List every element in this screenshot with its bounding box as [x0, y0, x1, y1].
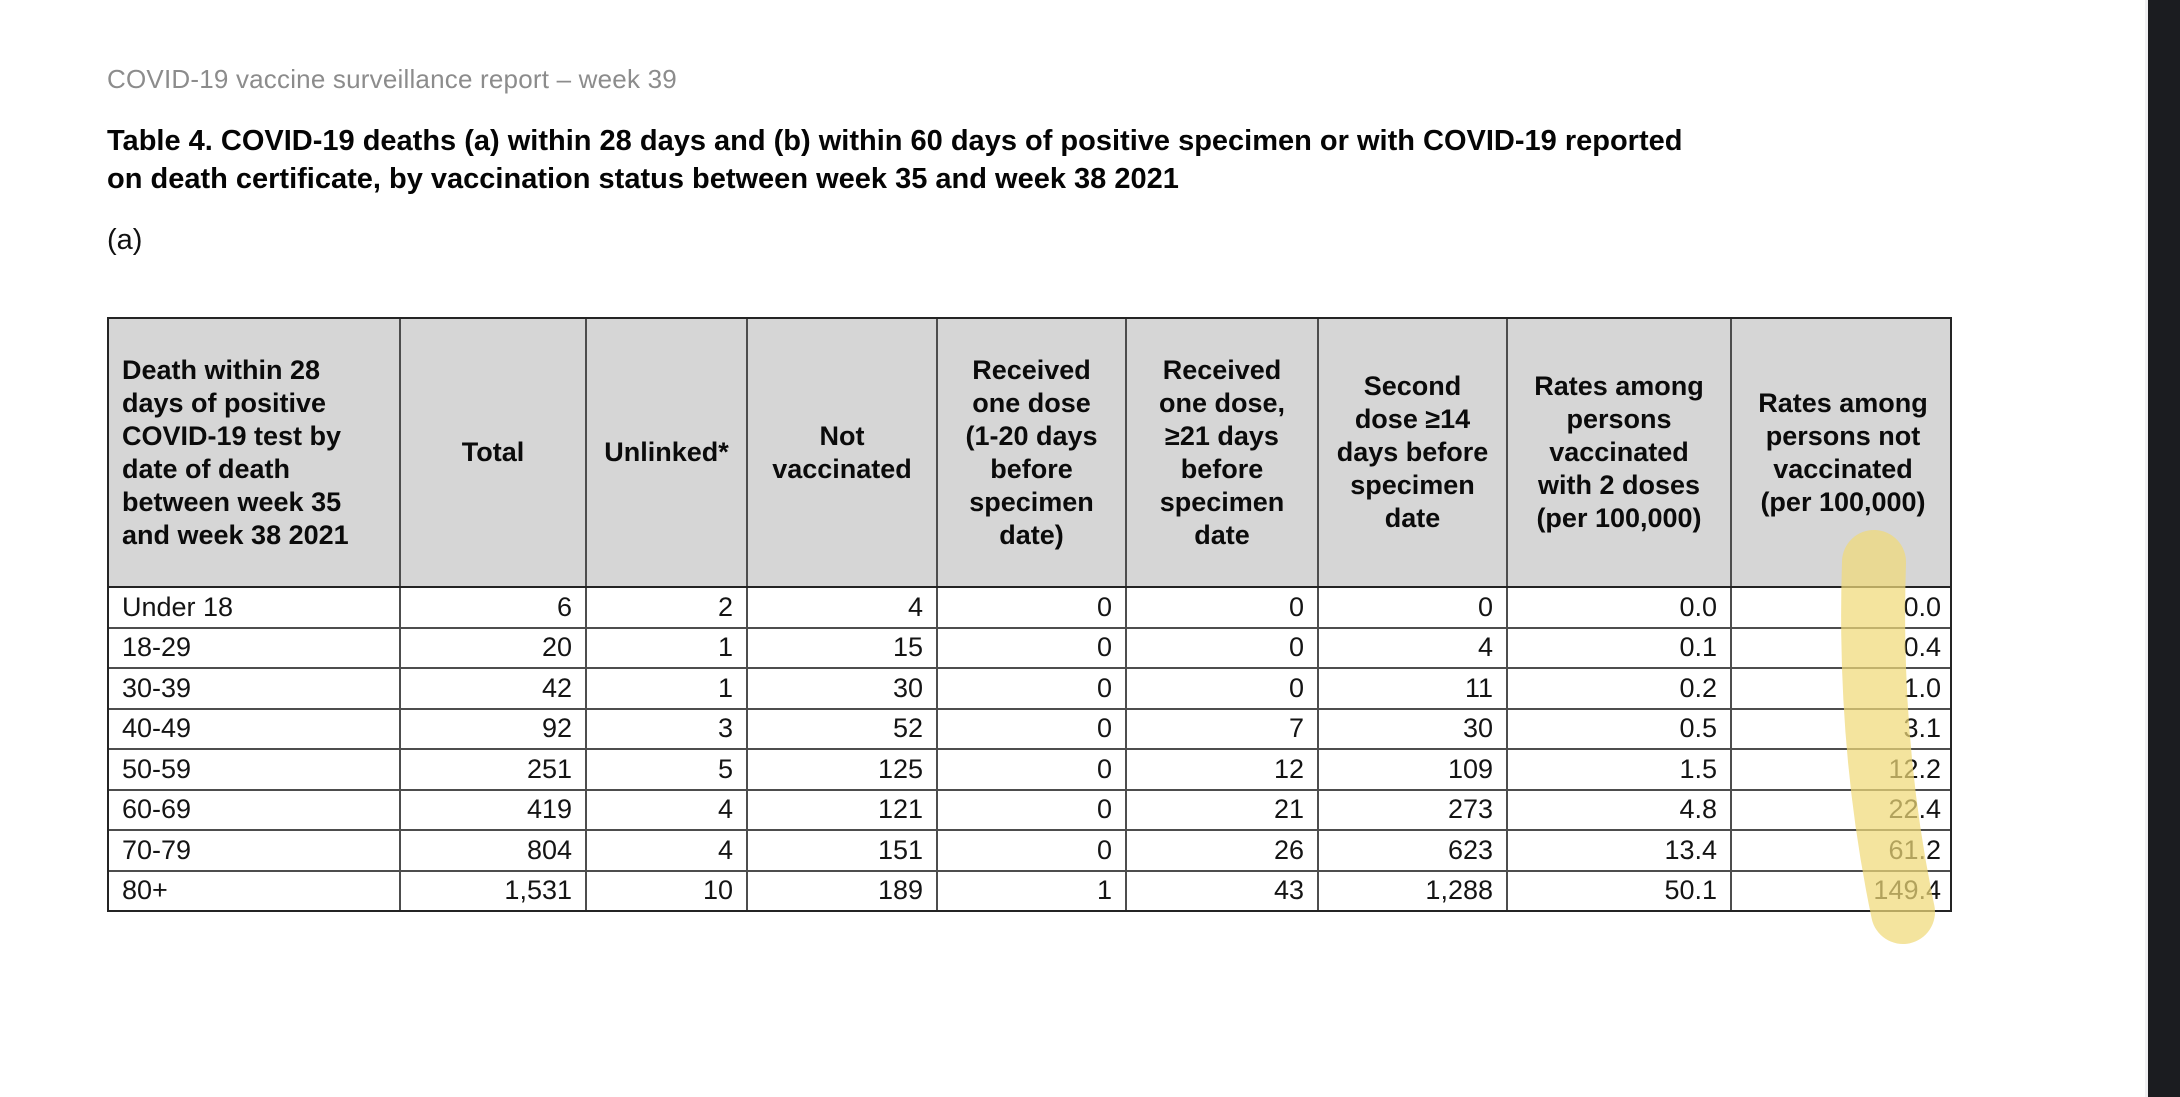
- age-group-cell: 18-29: [109, 628, 401, 667]
- value-cell: 4: [587, 831, 748, 870]
- table-title-line2: on death certificate, by vaccination sta…: [107, 163, 1179, 195]
- table-title: Table 4. COVID-19 deaths (a) within 28 d…: [107, 122, 2007, 198]
- value-cell: 43: [1127, 871, 1319, 910]
- value-cell: 151: [748, 831, 938, 870]
- value-cell: 0: [1319, 588, 1508, 627]
- age-group-cell: 30-39: [109, 669, 401, 708]
- value-cell: 52: [748, 709, 938, 748]
- value-cell: 4: [587, 790, 748, 829]
- value-cell: 0: [938, 628, 1127, 667]
- column-header-3: Not vaccinated: [748, 319, 938, 586]
- value-cell: 0.4: [1903, 632, 1941, 663]
- table-row-18-29: 18-29 20 1 15 0 0 4 0.1 0.4: [109, 626, 1950, 667]
- age-group-cell: Under 18: [109, 588, 401, 627]
- value-cell: 0.2: [1508, 669, 1732, 708]
- value-cell: 1.5: [1508, 750, 1732, 789]
- table-title-line1: Table 4. COVID-19 deaths (a) within 28 d…: [107, 125, 1683, 157]
- age-group-cell: 60-69: [109, 790, 401, 829]
- value-cell: 0: [938, 831, 1127, 870]
- value-cell: 92: [401, 709, 587, 748]
- value-cell: 4: [748, 588, 938, 627]
- value-cell: 7: [1127, 709, 1319, 748]
- value-cell: 0.0: [1903, 591, 1941, 622]
- value-cell: 251: [401, 750, 587, 789]
- table-row-30-39: 30-39 42 1 30 0 0 11 0.2 1.0: [109, 667, 1950, 708]
- value-cell: 419: [401, 790, 587, 829]
- value-cell: 0: [1127, 628, 1319, 667]
- column-header-2: Unlinked*: [587, 319, 748, 586]
- value-cell: 0.0: [1508, 588, 1732, 627]
- value-cell: 0.5: [1508, 709, 1732, 748]
- value-cell: 1: [938, 871, 1127, 910]
- age-group-cell: 50-59: [109, 750, 401, 789]
- column-header-1: Total: [401, 319, 587, 586]
- age-group-cell: 80+: [109, 871, 401, 910]
- report-header-text: COVID-19 vaccine surveillance report – w…: [107, 64, 677, 94]
- value-cell: 26: [1127, 831, 1319, 870]
- age-group-cell: 40-49: [109, 709, 401, 748]
- value-cell: 61.2: [1888, 834, 1941, 865]
- table-row-50-59: 50-59 251 5 125 0 12 109 1.5 12.2: [109, 748, 1950, 789]
- column-header-5: Received one dose, ≥21 days before speci…: [1127, 319, 1319, 586]
- value-cell: 0: [938, 588, 1127, 627]
- value-cell: 0: [1127, 669, 1319, 708]
- value-cell: 42: [401, 669, 587, 708]
- value-cell: 0: [938, 790, 1127, 829]
- value-cell: 0: [938, 709, 1127, 748]
- table-row-80-: 80+ 1,531 10 189 1 43 1,288 50.1 149.4: [109, 869, 1950, 910]
- value-cell: 12: [1127, 750, 1319, 789]
- value-cell: 15: [748, 628, 938, 667]
- value-cell: 804: [401, 831, 587, 870]
- value-cell: 109: [1319, 750, 1508, 789]
- column-header-8: Rates among persons not vaccinated (per …: [1758, 387, 1928, 517]
- value-cell: 30: [748, 669, 938, 708]
- value-cell: 1,531: [401, 871, 587, 910]
- value-cell: 21: [1127, 790, 1319, 829]
- value-cell: 0: [1127, 588, 1319, 627]
- age-group-cell: 70-79: [109, 831, 401, 870]
- value-cell: 0.1: [1508, 628, 1732, 667]
- table-row-40-49: 40-49 92 3 52 0 7 30 0.5 3.1: [109, 707, 1950, 748]
- value-cell: 1: [587, 669, 748, 708]
- value-cell: 11: [1319, 669, 1508, 708]
- value-cell: 22.4: [1888, 794, 1941, 825]
- column-header-4: Received one dose (1-20 days before spec…: [938, 319, 1127, 586]
- section-label-a: (a): [107, 224, 143, 256]
- table-header-row: Death within 28 days of positive COVID-1…: [109, 319, 1950, 588]
- column-header-6: Second dose ≥14 days before specimen dat…: [1319, 319, 1508, 586]
- value-cell: 4: [1319, 628, 1508, 667]
- value-cell: 0: [938, 669, 1127, 708]
- value-cell: 121: [748, 790, 938, 829]
- value-cell: 50.1: [1508, 871, 1732, 910]
- value-cell: 189: [748, 871, 938, 910]
- value-cell: 20: [401, 628, 587, 667]
- value-cell: 1.0: [1903, 672, 1941, 703]
- value-cell: 1: [587, 628, 748, 667]
- value-cell: 6: [401, 588, 587, 627]
- column-header-0: Death within 28 days of positive COVID-1…: [109, 319, 401, 586]
- viewer-edge-strip: [2145, 0, 2180, 1097]
- value-cell: 149.4: [1873, 875, 1941, 906]
- table-row-under-18: Under 18 6 2 4 0 0 0 0.0 0.0: [109, 588, 1950, 627]
- value-cell: 30: [1319, 709, 1508, 748]
- value-cell: 0: [938, 750, 1127, 789]
- value-cell: 3.1: [1903, 713, 1941, 744]
- value-cell: 273: [1319, 790, 1508, 829]
- value-cell: 12.2: [1888, 753, 1941, 784]
- value-cell: 10: [587, 871, 748, 910]
- deaths-by-vaccination-status-table: Death within 28 days of positive COVID-1…: [107, 317, 1952, 912]
- value-cell: 4.8: [1508, 790, 1732, 829]
- table-row-60-69: 60-69 419 4 121 0 21 273 4.8 22.4: [109, 788, 1950, 829]
- value-cell: 3: [587, 709, 748, 748]
- column-header-7: Rates among persons vaccinated with 2 do…: [1508, 319, 1732, 586]
- value-cell: 5: [587, 750, 748, 789]
- value-cell: 125: [748, 750, 938, 789]
- value-cell: 623: [1319, 831, 1508, 870]
- value-cell: 2: [587, 588, 748, 627]
- value-cell: 13.4: [1508, 831, 1732, 870]
- table-row-70-79: 70-79 804 4 151 0 26 623 13.4 61.2: [109, 829, 1950, 870]
- value-cell: 1,288: [1319, 871, 1508, 910]
